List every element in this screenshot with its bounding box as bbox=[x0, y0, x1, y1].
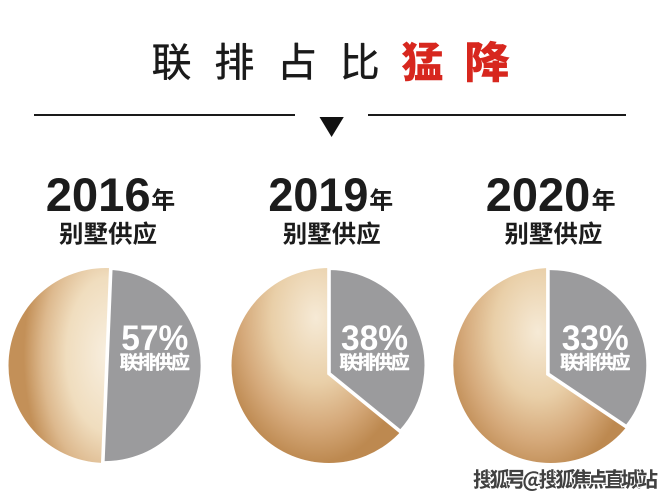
svg-text:2019: 2019 bbox=[268, 169, 368, 222]
svg-text:2020: 2020 bbox=[486, 169, 591, 222]
svg-text:2016: 2016 bbox=[46, 169, 151, 222]
svg-text:38%: 38% bbox=[341, 318, 408, 358]
svg-text:33%: 33% bbox=[562, 318, 629, 358]
svg-text:57%: 57% bbox=[121, 318, 188, 358]
